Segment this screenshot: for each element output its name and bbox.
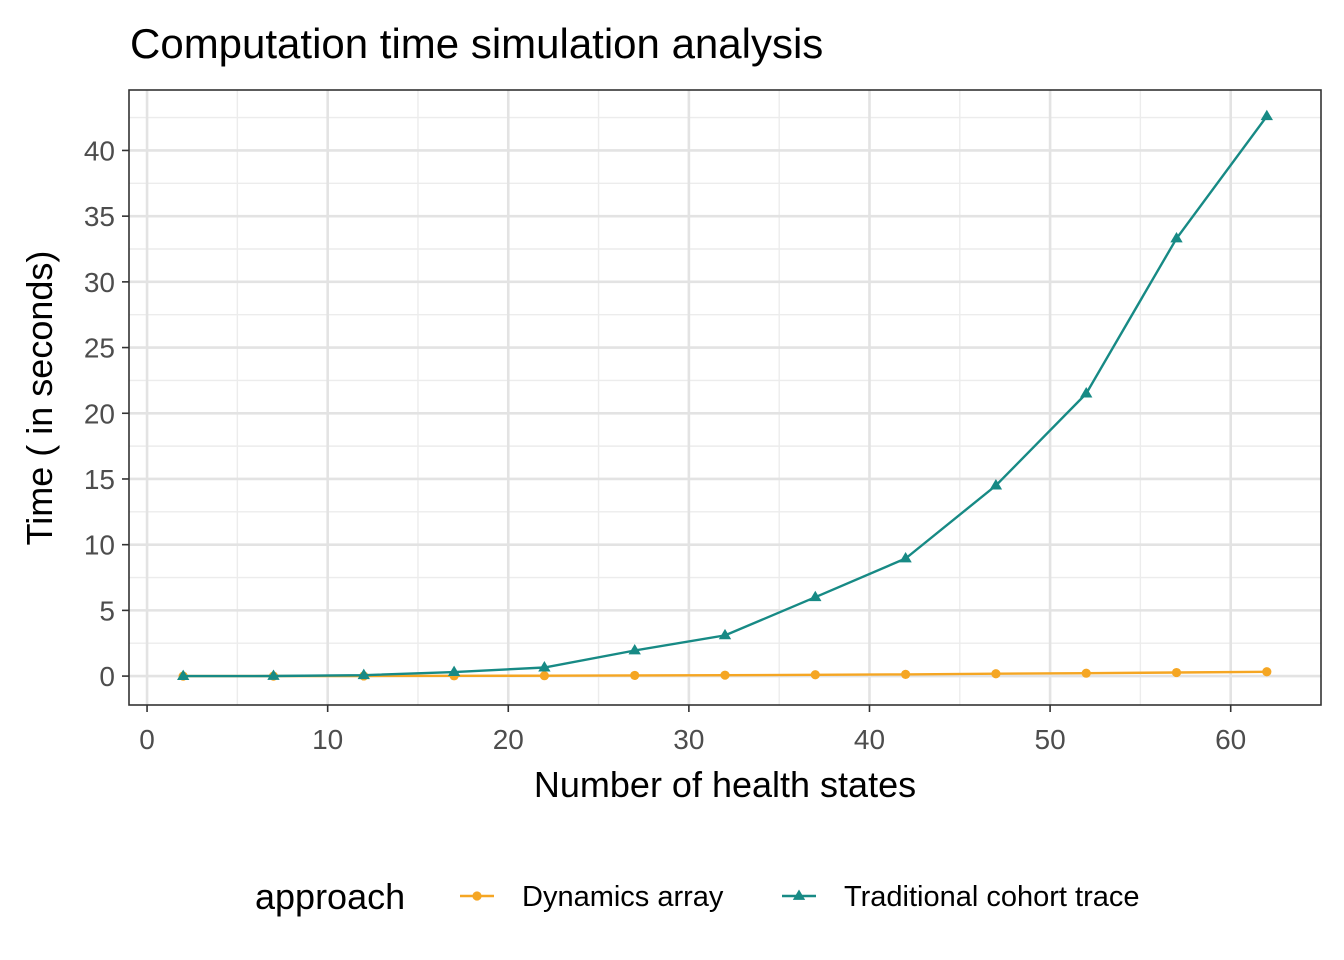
x-tick-label: 50 xyxy=(1035,724,1066,755)
y-tick-label: 10 xyxy=(84,530,115,561)
legend-key-marker xyxy=(472,891,482,901)
chart-title: Computation time simulation analysis xyxy=(130,20,823,67)
data-point xyxy=(1081,668,1091,678)
data-point xyxy=(1171,667,1182,678)
legend-label: Traditional cohort trace xyxy=(844,881,1140,913)
legend-key-marker xyxy=(792,889,806,900)
y-tick-label: 0 xyxy=(99,661,115,692)
y-tick-label: 35 xyxy=(84,201,115,232)
data-point xyxy=(538,661,551,672)
data-point xyxy=(810,670,820,680)
data-point xyxy=(447,665,461,677)
y-tick-label: 40 xyxy=(84,135,115,166)
data-point xyxy=(628,643,641,655)
x-tick-label: 0 xyxy=(139,724,155,755)
x-tick-label: 30 xyxy=(673,724,704,755)
x-tick-label: 20 xyxy=(493,724,524,755)
data-point xyxy=(267,669,280,680)
x-tick-label: 10 xyxy=(312,724,343,755)
data-point xyxy=(720,670,730,680)
data-point xyxy=(1260,109,1273,121)
legend-title: approach xyxy=(255,876,405,917)
data-point xyxy=(1080,387,1093,398)
data-point xyxy=(177,669,190,680)
y-axis-title: Time ( in seconds) xyxy=(19,251,60,546)
y-tick-label: 5 xyxy=(99,595,115,626)
x-axis-title: Number of health states xyxy=(534,764,916,805)
data-point xyxy=(357,668,370,680)
plot-border xyxy=(128,89,1322,706)
legend-label: Dynamics array xyxy=(522,881,724,913)
data-point xyxy=(1170,231,1183,243)
data-point xyxy=(899,551,912,563)
data-point xyxy=(989,479,1003,490)
axes: 0 10 20 30 40 50 60 0 5 10 15 20 25 30 35 40 xyxy=(84,89,1322,755)
legend: approach Dynamics array Traditional cohor… xyxy=(255,876,1140,917)
plot-background xyxy=(129,90,1321,705)
y-tick-label: 30 xyxy=(84,267,115,298)
y-tick-label: 25 xyxy=(84,333,115,364)
data-point xyxy=(718,628,732,640)
data-point xyxy=(901,669,911,679)
data-point xyxy=(630,670,640,681)
x-tick-label: 60 xyxy=(1215,724,1246,755)
data-point xyxy=(991,669,1001,679)
data-point xyxy=(1262,667,1272,677)
y-tick-label: 20 xyxy=(84,398,115,429)
data-point xyxy=(539,671,549,681)
y-tick-label: 15 xyxy=(84,464,115,495)
data-point xyxy=(809,590,822,602)
x-tick-label: 40 xyxy=(854,724,885,755)
plot-area xyxy=(129,90,1321,705)
